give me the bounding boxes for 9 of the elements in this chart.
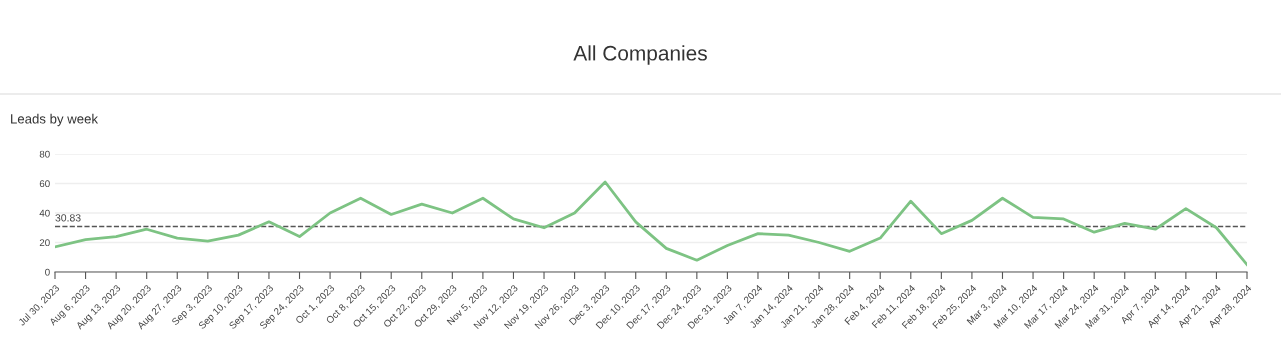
ref-line-label: 30.83 (55, 214, 81, 222)
y-tick-label: 0 (45, 268, 50, 276)
line-series (55, 180, 1247, 267)
chart-subtitle: Leads by week (11, 113, 99, 127)
chart-title: All Companies (573, 45, 707, 65)
y-tick-label: 20 (39, 239, 50, 247)
y-tick-label: 80 (39, 150, 50, 158)
y-tick-label: 40 (39, 209, 50, 217)
y-tick-label: 60 (39, 180, 50, 188)
